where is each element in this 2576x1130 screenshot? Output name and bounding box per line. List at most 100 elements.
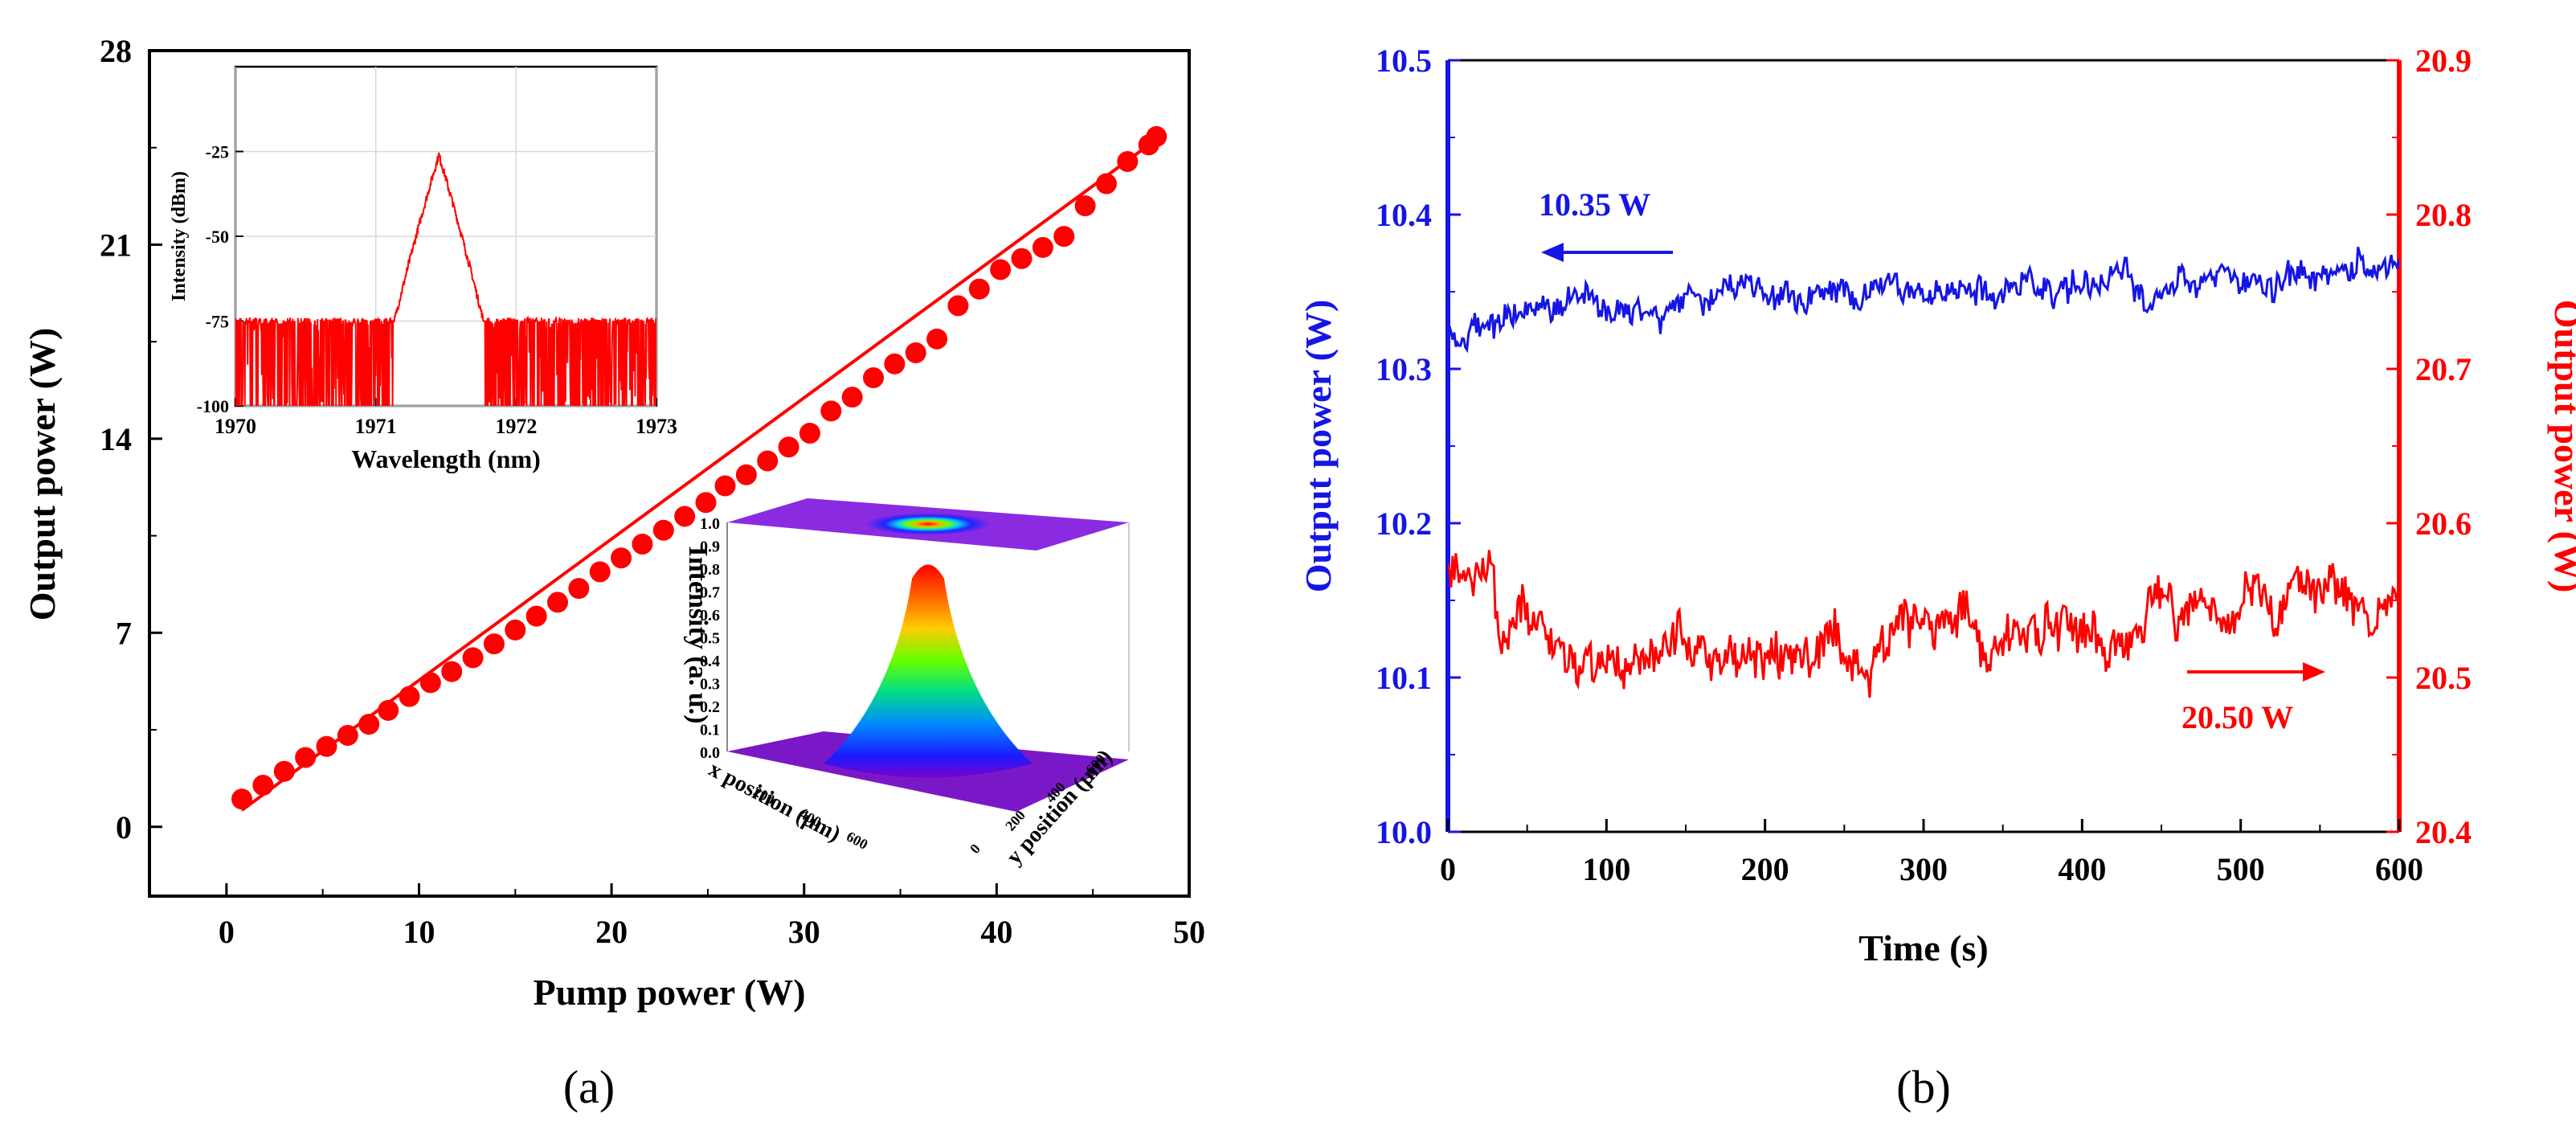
data-point	[399, 686, 420, 707]
panel-b-left-tick-label: 10.2	[1376, 506, 1432, 542]
beam-z-tick-label: 0.8	[700, 561, 720, 579]
data-point	[505, 619, 526, 641]
data-point	[926, 328, 948, 350]
panel-a-y-tick-label: 0	[116, 809, 132, 845]
panel-b-x-tick-label: 300	[1899, 851, 1948, 887]
panel-a-fit-line	[240, 137, 1158, 812]
spectrum-inset-x-tick-labels: 1970 1971 1972 1973	[215, 415, 677, 438]
panel-a-x-tick-label: 20	[595, 914, 628, 950]
blue-annotation: 10.35 W	[1539, 186, 1650, 223]
spectrum-inset-y-label: Intensity (dBm)	[169, 171, 190, 301]
data-point	[525, 605, 547, 627]
beam-y-tick-label: 0	[967, 841, 983, 857]
panel-b-x-tick-label: 0	[1440, 851, 1456, 887]
panel-b-right-tick-label: 20.8	[2415, 197, 2472, 233]
panel-a-y-tick-labels: 0 7 14 21 28	[100, 33, 132, 845]
beam-profile-inset: 0.0 0.1 0.2 0.3 0.4 0.5 0.6 0.7 0.8 0.9 1.0 Intens…	[683, 498, 1130, 870]
beam-z-tick-label: 0.6	[700, 607, 720, 624]
data-point	[1011, 248, 1032, 269]
data-point	[757, 450, 779, 472]
spectrum-inset: 1970 1971 1972 1973 -25 -50 -75 -100 Wavelengt…	[169, 65, 677, 473]
data-point	[947, 295, 969, 317]
beam-top-spot	[865, 513, 991, 535]
beam-gaussian-surface	[824, 564, 1032, 778]
red-annotation: 20.50 W	[2181, 699, 2293, 735]
spectrum-x-tick-label: 1972	[495, 415, 537, 438]
panel-b-x-tick-label: 500	[2217, 851, 2265, 887]
panel-a-y-tick-label: 14	[100, 421, 132, 457]
panel-a-x-axis-label: Pump power (W)	[533, 972, 805, 1013]
data-point	[820, 400, 842, 422]
panel-b-right-tick-label: 20.6	[2415, 506, 2472, 542]
panel-a-y-tick-label: 21	[100, 227, 132, 263]
data-point	[611, 547, 632, 569]
panel-a-ticks	[149, 49, 1191, 896]
panel-b-x-axis-label: Time (s)	[1858, 927, 1988, 968]
data-point	[841, 387, 863, 408]
panel-b-right-tick-label: 20.5	[2415, 660, 2472, 696]
data-point	[884, 353, 906, 375]
panel-a-y-axis-label: Output power (W)	[22, 328, 63, 621]
panel-b-right-tick-label: 20.7	[2415, 351, 2472, 387]
panel-b-x-tick-label: 100	[1582, 851, 1630, 887]
data-point	[863, 367, 885, 389]
data-point	[295, 747, 317, 768]
data-point	[358, 714, 380, 735]
spectrum-x-tick-label: 1971	[355, 415, 397, 438]
data-point	[419, 672, 441, 694]
panel-a-y-tick-label: 7	[116, 615, 132, 651]
data-point	[1053, 226, 1075, 248]
panel-a-caption: (a)	[563, 1061, 615, 1113]
panel-a-x-tick-label: 30	[788, 914, 820, 950]
spectrum-y-tick-label: -75	[206, 312, 229, 332]
data-point	[589, 561, 611, 583]
blue-arrow	[1541, 243, 1673, 262]
data-point	[1074, 195, 1096, 217]
panel-b-ticks	[1446, 59, 2401, 833]
beam-z-tick-label: 0.2	[700, 698, 720, 716]
data-point	[905, 342, 926, 363]
data-point	[231, 788, 253, 810]
beam-z-tick-label: 1.0	[700, 515, 720, 533]
beam-z-tick-label: 0.1	[700, 722, 720, 739]
panel-b: 0 100 200 300 400 500 600 10.0 10.1 10.2 10.3 10.4…	[1298, 43, 2576, 1113]
data-point	[632, 533, 653, 555]
spectrum-trace	[235, 151, 656, 406]
data-point	[1095, 173, 1117, 194]
beam-z-tick-label: 0.7	[700, 584, 720, 602]
panel-b-left-tick-labels: 10.0 10.1 10.2 10.3 10.4 10.5	[1376, 43, 1432, 850]
data-point	[273, 760, 295, 782]
data-point	[483, 633, 505, 655]
panel-a: 0 10 20 30 40 50 0 7 14 21 28 Pump power (W) Outp…	[22, 33, 1205, 1113]
panel-a-x-tick-label: 10	[403, 914, 435, 950]
data-point	[652, 519, 674, 541]
spectrum-inset-x-label: Wavelength (nm)	[351, 444, 541, 473]
panel-b-right-axis-label: Output power (W)	[2547, 300, 2576, 593]
panel-b-left-tick-label: 10.0	[1376, 814, 1432, 850]
panel-a-x-tick-label: 0	[219, 914, 235, 950]
data-point	[441, 661, 463, 682]
data-point	[337, 724, 358, 746]
panel-a-x-tick-label: 40	[980, 914, 1012, 950]
spectrum-y-tick-label: -50	[206, 227, 229, 247]
beam-z-axis-label: Intensity (a. u.)	[683, 546, 713, 723]
data-point	[735, 464, 757, 485]
panel-b-caption: (b)	[1896, 1061, 1951, 1113]
panel-b-x-tick-label: 400	[2058, 851, 2106, 887]
series-blue-trace	[1448, 247, 2399, 354]
panel-a-y-tick-label: 28	[100, 33, 132, 69]
beam-z-tick-label: 0.5	[700, 630, 720, 648]
spectrum-y-tick-label: -25	[206, 142, 229, 162]
data-point	[568, 578, 590, 600]
data-point	[547, 592, 569, 613]
spectrum-x-tick-label: 1973	[636, 415, 677, 438]
panel-b-left-axis-label: Output power (W)	[1298, 300, 1339, 593]
panel-b-right-tick-labels: 20.4 20.5 20.6 20.7 20.8 20.9	[2415, 43, 2472, 850]
panel-b-left-tick-label: 10.1	[1376, 660, 1432, 696]
data-point	[252, 775, 274, 796]
panel-a-data-points	[231, 125, 1167, 810]
red-arrow	[2187, 662, 2325, 682]
beam-z-tick-labels: 0.0 0.1 0.2 0.3 0.4 0.5 0.6 0.7 0.8 0.9 1.0	[700, 515, 720, 762]
